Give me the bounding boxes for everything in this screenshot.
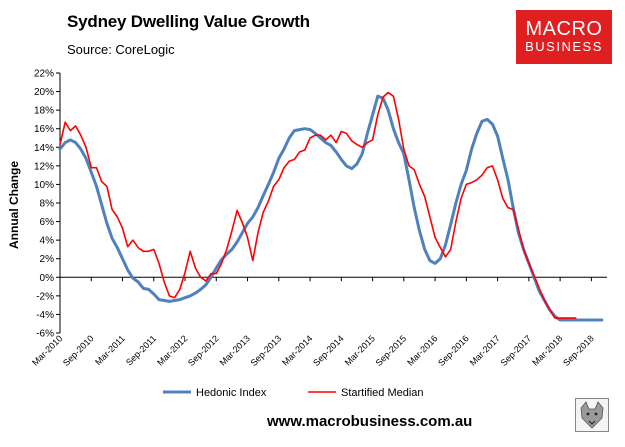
wolf-mascot-icon [575,398,609,432]
legend-hedonic-index-label: Hedonic Index [196,387,267,399]
x-tick-label: Sep-2015 [374,333,409,368]
macrobusiness-logo: MACRO BUSINESS [516,10,612,64]
y-axis-label: Annual Change [7,161,21,249]
x-tick-label: Sep-2018 [561,333,596,368]
y-tick-label: 20% [34,87,54,98]
x-tick-label: Mar-2016 [405,333,439,367]
y-tick-label: 8% [40,199,55,210]
x-tick-label: Sep-2016 [436,333,471,368]
y-tick-label: 14% [34,143,54,154]
y-axis-ticks: -6% -4% -2% 0% 2% 4% 6% 8% 10% 12% 14% 16% 18% 20% 22% [34,69,60,340]
x-tick-label: Sep-2012 [186,333,221,368]
logo-line-business: BUSINESS [525,39,603,54]
x-tick-label: Mar-2015 [343,333,377,367]
y-tick-label: 12% [34,161,54,172]
y-tick-label: -6% [36,329,54,340]
chart-legend: Hedonic Index Startified Median [163,387,424,399]
x-axis-ticks: Mar-2010Sep-2010Mar-2011Sep-2011Mar-2012… [30,277,596,368]
series-line-hedonic-index [58,94,604,322]
y-tick-label: 10% [34,180,54,191]
x-tick-label: Sep-2011 [124,333,158,367]
x-tick-label: Mar-2017 [468,333,502,367]
y-tick-label: 2% [40,254,55,265]
x-tick-label: Mar-2014 [280,333,314,367]
x-tick-label: Sep-2014 [311,333,346,368]
x-tick-label: Mar-2012 [155,333,189,367]
y-tick-label: 22% [34,69,54,80]
x-tick-label: Sep-2010 [61,333,96,368]
legend-startified-median-label: Startified Median [341,387,424,399]
y-tick-label: 4% [40,236,55,247]
y-tick-label: -2% [36,291,54,302]
x-tick-label: Sep-2013 [249,333,284,368]
chart-title: Sydney Dwelling Value Growth [67,12,310,31]
chart-axes [59,73,607,333]
chart-source: Source: CoreLogic [67,42,175,57]
website-url: www.macrobusiness.com.au [267,413,473,430]
logo-line-macro: MACRO [525,18,603,40]
x-tick-label: Mar-2013 [218,333,252,367]
y-tick-label: -4% [36,310,54,321]
y-tick-label: 16% [34,124,54,135]
y-tick-label: 18% [34,106,54,117]
series-line-startified-median [59,91,577,319]
y-tick-label: 6% [40,217,55,228]
chart-series [58,91,604,322]
x-tick-label: Mar-2018 [530,333,564,367]
x-tick-label: Mar-2011 [93,333,127,367]
y-tick-label: 0% [40,273,55,284]
x-tick-label: Sep-2017 [499,333,534,368]
